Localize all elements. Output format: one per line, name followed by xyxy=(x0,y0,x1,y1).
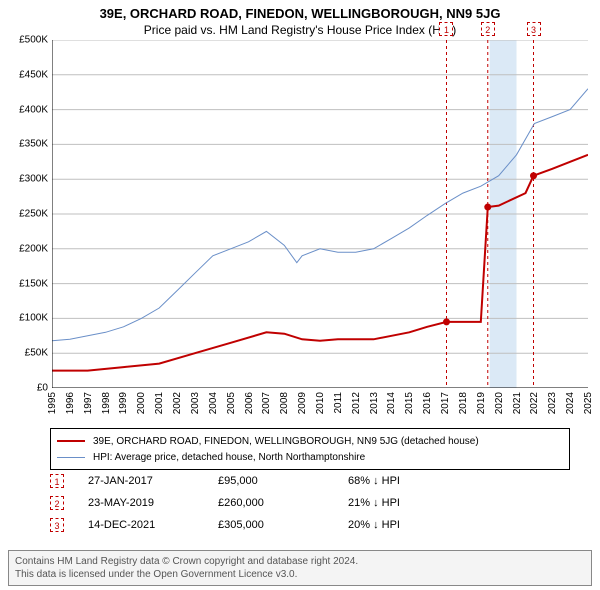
transaction-date: 23-MAY-2019 xyxy=(88,497,218,509)
transaction-delta: 20% ↓ HPI xyxy=(348,519,468,531)
legend-swatch xyxy=(57,440,85,442)
y-axis-label: £400K xyxy=(19,104,48,115)
chart-area: £0£50K£100K£150K£200K£250K£300K£350K£400… xyxy=(8,40,592,420)
transaction-row: 2 23-MAY-2019£260,00021% ↓ HPI xyxy=(50,492,570,514)
x-axis-label: 2010 xyxy=(315,392,326,414)
y-axis-label: £450K xyxy=(19,69,48,80)
x-axis-label: 2001 xyxy=(154,392,165,414)
x-axis-label: 2012 xyxy=(351,392,362,414)
x-axis-label: 2005 xyxy=(226,392,237,414)
x-axis-label: 2021 xyxy=(512,392,523,414)
chart-marker-1: 1 xyxy=(439,22,453,36)
x-axis-label: 2002 xyxy=(172,392,183,414)
legend-row: HPI: Average price, detached house, Nort… xyxy=(57,449,563,465)
x-axis-label: 1997 xyxy=(83,392,94,414)
transaction-marker: 3 xyxy=(50,518,64,532)
footer-line-2: This data is licensed under the Open Gov… xyxy=(15,568,585,581)
x-axis-label: 2023 xyxy=(547,392,558,414)
x-axis-label: 2018 xyxy=(458,392,469,414)
transaction-price: £95,000 xyxy=(218,475,348,487)
chart-subtitle: Price paid vs. HM Land Registry's House … xyxy=(0,23,600,37)
transaction-marker: 2 xyxy=(50,496,64,510)
transaction-price: £260,000 xyxy=(218,497,348,509)
x-axis-label: 2003 xyxy=(190,392,201,414)
x-axis-label: 2019 xyxy=(476,392,487,414)
y-axis-label: £200K xyxy=(19,243,48,254)
x-axis-label: 2024 xyxy=(565,392,576,414)
x-axis-label: 2000 xyxy=(136,392,147,414)
chart-title: 39E, ORCHARD ROAD, FINEDON, WELLINGBOROU… xyxy=(0,6,600,21)
y-axis-label: £250K xyxy=(19,209,48,220)
footer-attribution: Contains HM Land Registry data © Crown c… xyxy=(8,550,592,586)
y-axis-label: £100K xyxy=(19,313,48,324)
x-axis-label: 2004 xyxy=(208,392,219,414)
x-axis-label: 2025 xyxy=(583,392,594,414)
transaction-price: £305,000 xyxy=(218,519,348,531)
x-axis-label: 2013 xyxy=(369,392,380,414)
x-axis-label: 2015 xyxy=(404,392,415,414)
y-axis-label: £50K xyxy=(25,348,48,359)
chart-marker-3: 3 xyxy=(527,22,541,36)
line-chart-svg xyxy=(52,40,588,388)
y-axis-label: £500K xyxy=(19,35,48,46)
legend-row: 39E, ORCHARD ROAD, FINEDON, WELLINGBOROU… xyxy=(57,433,563,449)
x-axis-label: 2008 xyxy=(279,392,290,414)
x-axis-label: 1996 xyxy=(65,392,76,414)
chart-marker-2: 2 xyxy=(481,22,495,36)
legend-swatch xyxy=(57,457,85,458)
x-axis-label: 1998 xyxy=(101,392,112,414)
x-axis-label: 2006 xyxy=(244,392,255,414)
x-axis-label: 2016 xyxy=(422,392,433,414)
x-axis-label: 2022 xyxy=(529,392,540,414)
transaction-row: 3 14-DEC-2021£305,00020% ↓ HPI xyxy=(50,514,570,536)
x-axis-label: 2020 xyxy=(494,392,505,414)
legend-label: HPI: Average price, detached house, Nort… xyxy=(93,452,365,463)
transaction-date: 27-JAN-2017 xyxy=(88,475,218,487)
chart-container: 39E, ORCHARD ROAD, FINEDON, WELLINGBOROU… xyxy=(0,0,600,590)
x-axis-label: 2009 xyxy=(297,392,308,414)
x-axis-label: 2007 xyxy=(261,392,272,414)
transaction-marker: 1 xyxy=(50,474,64,488)
footer-line-1: Contains HM Land Registry data © Crown c… xyxy=(15,555,585,568)
x-axis-label: 1995 xyxy=(47,392,58,414)
y-axis-label: £150K xyxy=(19,278,48,289)
transaction-date: 14-DEC-2021 xyxy=(88,519,218,531)
y-axis-label: £300K xyxy=(19,174,48,185)
x-axis-label: 2011 xyxy=(333,392,344,414)
legend-label: 39E, ORCHARD ROAD, FINEDON, WELLINGBOROU… xyxy=(93,436,479,447)
transaction-delta: 68% ↓ HPI xyxy=(348,475,468,487)
transaction-delta: 21% ↓ HPI xyxy=(348,497,468,509)
title-block: 39E, ORCHARD ROAD, FINEDON, WELLINGBOROU… xyxy=(0,0,600,37)
x-axis-label: 1999 xyxy=(118,392,129,414)
transactions-table: 1 27-JAN-2017£95,00068% ↓ HPI 2 23-MAY-2019… xyxy=(50,470,570,536)
legend: 39E, ORCHARD ROAD, FINEDON, WELLINGBOROU… xyxy=(50,428,570,470)
transaction-row: 1 27-JAN-2017£95,00068% ↓ HPI xyxy=(50,470,570,492)
y-axis-label: £350K xyxy=(19,139,48,150)
x-axis-label: 2014 xyxy=(386,392,397,414)
x-axis-label: 2017 xyxy=(440,392,451,414)
